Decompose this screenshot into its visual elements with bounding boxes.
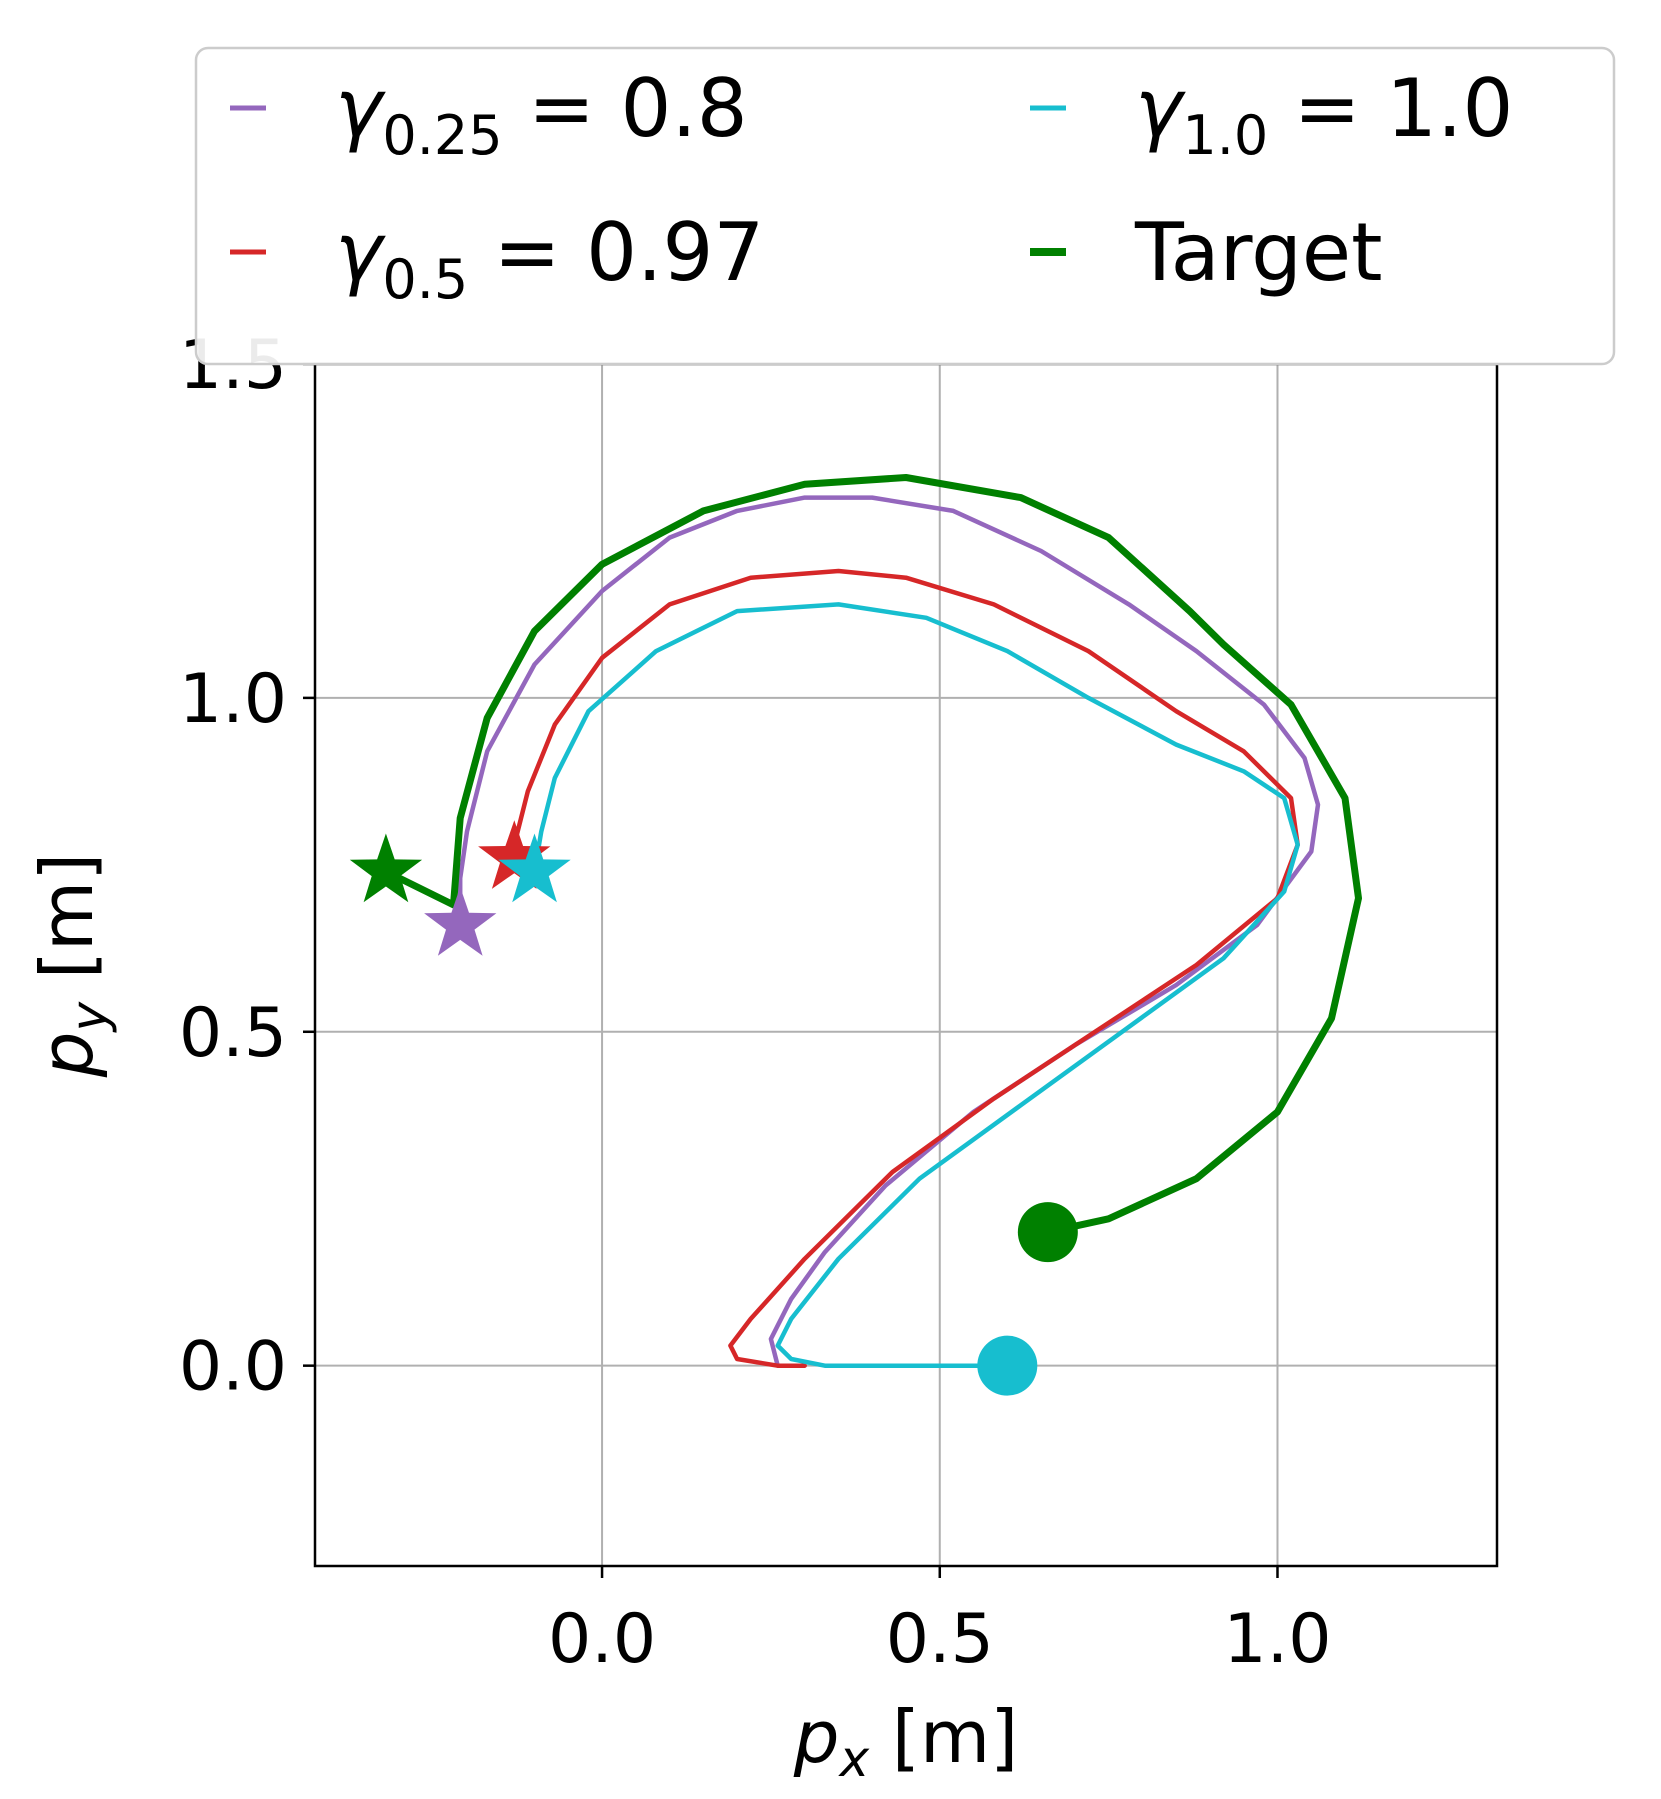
x-axis-label: px [m] — [793, 1695, 1019, 1788]
series-line-g025 — [457, 495, 1321, 1368]
legend-box — [194, 46, 1616, 366]
end-star-g025 — [424, 886, 497, 956]
x-tick-label: 0.0 — [548, 1600, 656, 1679]
y-axis-unit: [m] — [25, 853, 109, 1002]
end-star-g05 — [478, 820, 551, 889]
x-tick-label: 1.0 — [1223, 1600, 1331, 1679]
x-axis-subscript: x — [837, 1730, 869, 1788]
legend-label-target: Target — [1134, 206, 1383, 299]
y-axis-subscript: y — [60, 1001, 118, 1034]
start-marker-target — [1017, 1202, 1078, 1263]
y-tick-label: 1.0 — [179, 660, 287, 739]
y-axis-symbol: p — [25, 1032, 109, 1079]
x-tick-label: 0.5 — [886, 1600, 994, 1679]
series-line-target — [382, 474, 1362, 1236]
plot-frame — [313, 362, 1499, 1568]
y-axis-label: py [m] — [25, 853, 118, 1079]
grid — [315, 363, 1497, 1566]
axis-ticks: 0.0 0.5 1.00.00.51.01.5 — [179, 326, 1332, 1679]
x-axis-unit: [m] — [869, 1695, 1018, 1779]
y-tick-label: 0.0 — [179, 1328, 287, 1407]
y-tick-label: 0.5 — [179, 994, 287, 1073]
end-star-g10 — [498, 833, 571, 903]
legend: γ0.25 = 0.8 γ1.0 = 1.0 γ0.5 = 0.97 Target — [194, 46, 1616, 366]
series-line-g10 — [532, 602, 1300, 1368]
series-lines — [382, 474, 1362, 1368]
legend-label-g05: γ0.5 = 0.97 — [335, 206, 764, 311]
x-axis-symbol: p — [793, 1695, 840, 1779]
start-marker-g10 — [977, 1335, 1038, 1396]
series-line-g05 — [512, 568, 1300, 1368]
series-markers — [349, 820, 1078, 1396]
legend-label-g10: γ1.0 = 1.0 — [1135, 62, 1513, 167]
legend-label-g025: γ0.25 = 0.8 — [335, 62, 748, 167]
end-star-target — [349, 833, 423, 903]
